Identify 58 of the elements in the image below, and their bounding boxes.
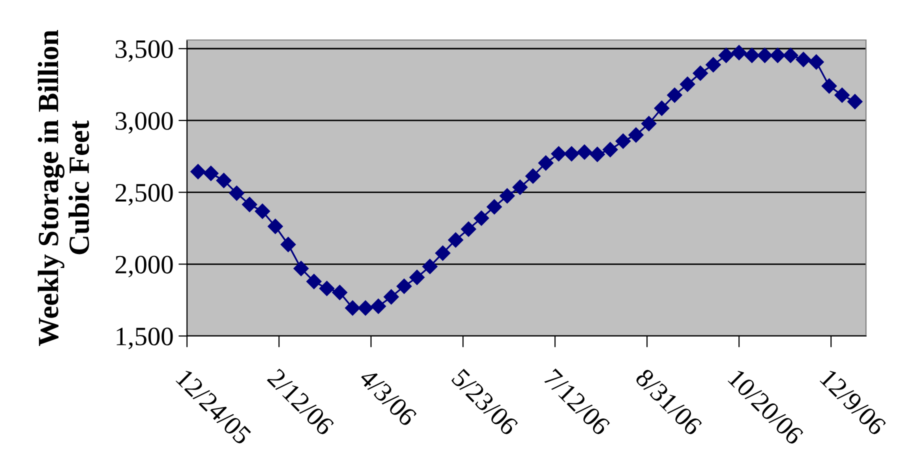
point	[757, 48, 772, 63]
point	[358, 300, 374, 316]
point	[474, 210, 489, 226]
point	[422, 258, 438, 274]
point	[551, 146, 566, 162]
point	[190, 164, 206, 180]
point	[409, 270, 425, 285]
point	[538, 155, 554, 171]
y-tick-label: 1,500	[116, 328, 173, 350]
point	[435, 246, 450, 261]
point	[460, 222, 476, 237]
point	[770, 48, 786, 63]
point	[706, 57, 721, 72]
point	[319, 280, 334, 296]
point	[229, 186, 244, 201]
point	[370, 298, 386, 314]
point	[345, 300, 360, 316]
point	[692, 66, 708, 81]
point	[268, 218, 283, 234]
point	[808, 54, 824, 70]
point	[680, 76, 696, 92]
point	[500, 188, 515, 204]
y-tick-label: 2,000	[116, 256, 173, 278]
point	[822, 78, 837, 94]
y-axis-title: Weekly Storage in Billion Cubic Feet	[38, 30, 90, 346]
point	[294, 260, 309, 276]
point	[216, 172, 232, 188]
point	[384, 289, 399, 304]
point	[448, 232, 464, 248]
point	[744, 48, 760, 63]
point	[782, 48, 798, 63]
point	[203, 166, 218, 181]
point	[254, 204, 270, 219]
point	[654, 100, 670, 116]
point	[731, 45, 747, 60]
point	[332, 284, 348, 300]
point	[280, 236, 296, 252]
point	[525, 168, 541, 184]
y-tick-label: 2,500	[116, 184, 173, 206]
point	[847, 94, 863, 110]
point	[616, 134, 631, 149]
point	[564, 146, 580, 162]
point	[834, 88, 850, 103]
point	[486, 199, 502, 214]
point	[796, 52, 812, 68]
y-tick-label: 3,000	[116, 112, 173, 134]
point	[718, 48, 734, 63]
y-tick-label: 3,500	[116, 40, 173, 62]
point	[628, 127, 644, 143]
point	[667, 88, 682, 103]
point	[306, 274, 322, 290]
point	[590, 146, 605, 162]
point	[512, 180, 528, 195]
point	[641, 116, 656, 132]
point	[396, 278, 412, 294]
point	[602, 142, 618, 158]
point	[242, 196, 258, 212]
point	[576, 144, 592, 160]
